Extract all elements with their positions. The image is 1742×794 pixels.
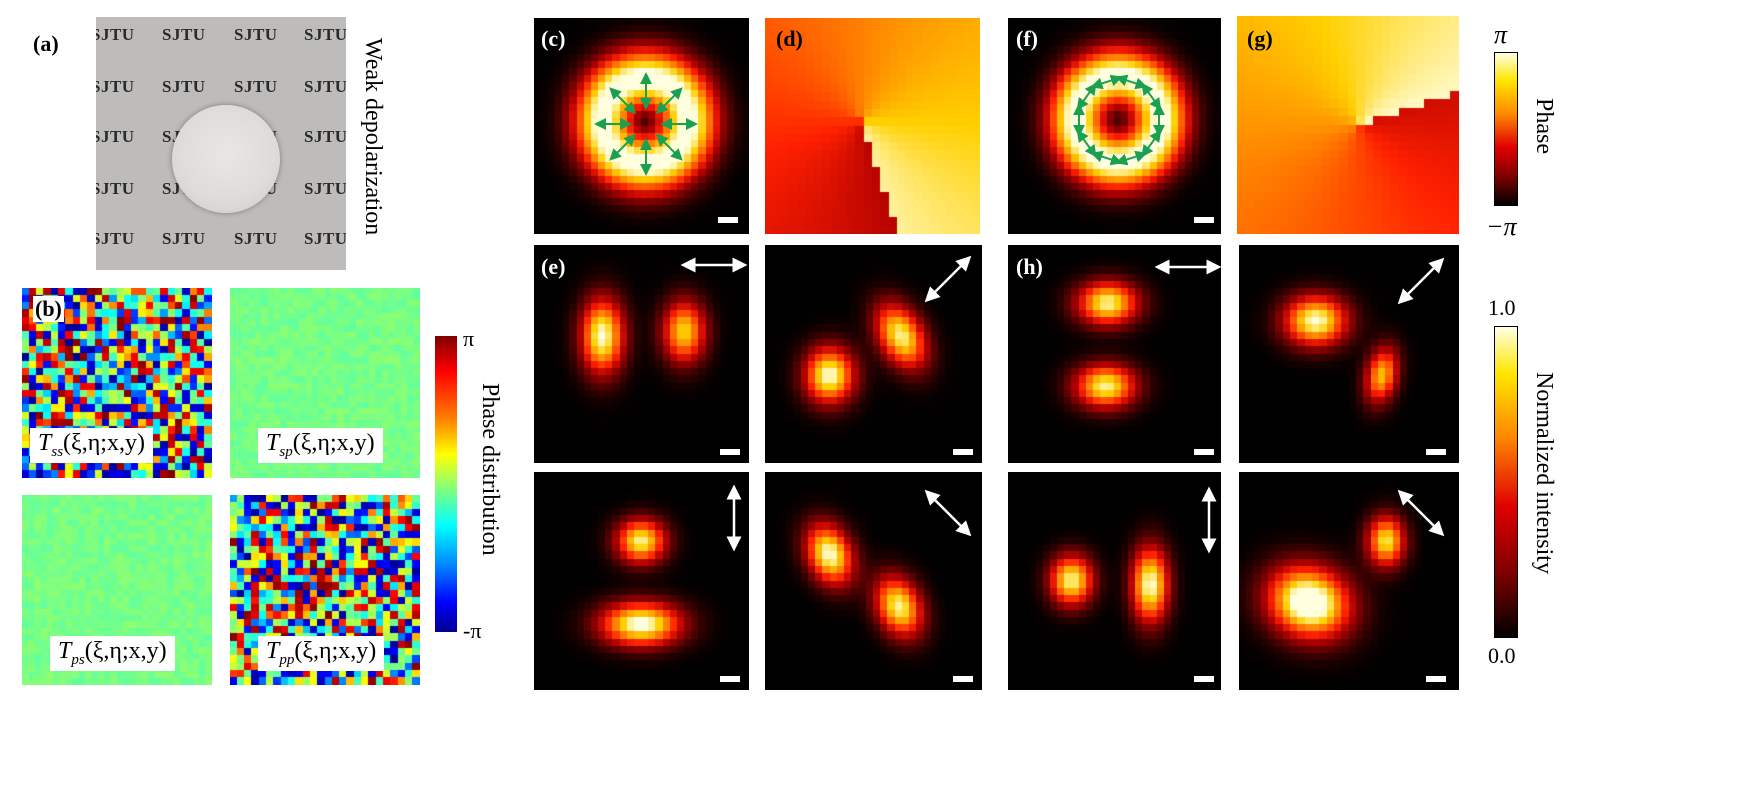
radial-arrow [609, 87, 637, 115]
panel-label-c: (c) [541, 26, 566, 51]
sjtu-watermark: SJTU [96, 179, 135, 198]
azimuthal-arrow [1141, 82, 1162, 111]
panel-label-a: (a) [33, 31, 59, 56]
azimuthal-arrow [1141, 129, 1162, 158]
intensity-colorbar [1494, 326, 1518, 638]
radial-arrow [655, 87, 683, 115]
radial-arrow [609, 133, 637, 161]
radial-arrow [655, 133, 683, 161]
depolarization-label: Weak depolarization [360, 38, 386, 236]
sjtu-watermark: SJTU [96, 127, 135, 146]
scale-bar-c [718, 217, 738, 223]
sjtu-watermark: SJTU [96, 25, 135, 44]
sjtu-watermark: SJTU [234, 25, 278, 44]
analyzer-antidiagonal-arrow [924, 489, 972, 537]
azimuthal-arrow [1090, 150, 1123, 166]
phase-colorbar-label: Phase [1531, 98, 1557, 154]
intensity-map-h-horizontal [1008, 245, 1221, 463]
analyzer-antidiagonal-arrow [1397, 489, 1445, 537]
sjtu-watermark: SJTU [304, 127, 346, 146]
intensity-map-e-horizontal [534, 245, 749, 463]
scale-bar-h1 [1194, 449, 1214, 455]
scale-bar-e2 [953, 449, 973, 455]
sjtu-watermark: SJTU [304, 179, 346, 198]
intensity-map-h-vertical [1008, 472, 1221, 690]
sjtu-watermark: SJTU [162, 77, 206, 96]
intensity-map-f [1008, 18, 1221, 234]
azimuthal-arrow [1115, 74, 1148, 90]
scale-bar-h4 [1426, 676, 1446, 682]
analyzer-diagonal-arrow [1397, 257, 1445, 305]
panel-label-f: (f) [1016, 26, 1038, 51]
azimuthal-arrow [1076, 82, 1097, 111]
jet-colorbar [435, 336, 457, 632]
intensity-map-e-vertical [534, 472, 749, 690]
radial-polarization-arrows [594, 72, 698, 176]
sjtu-watermark: SJTU [162, 229, 206, 248]
sample-photo: SJTU SJTU SJTU SJTU SJTU SJTU SJTU SJTU SJTU SJTU… [96, 17, 346, 270]
jet-colorbar-min: -π [463, 618, 482, 643]
formula-tps: Tps(ξ,η;x,y) [50, 636, 175, 671]
azimuthal-arrow [1090, 74, 1123, 90]
phase-colorbar [1494, 52, 1518, 206]
panel-label-e: (e) [541, 254, 566, 279]
formula-tpp: Tpp(ξ,η;x,y) [258, 636, 385, 671]
sjtu-watermark: SJTU [304, 229, 346, 248]
panel-label-h: (h) [1016, 254, 1043, 279]
sjtu-watermark: SJTU [96, 77, 135, 96]
intensity-colorbar-max: 1.0 [1488, 295, 1516, 320]
scale-bar-h3 [1194, 676, 1214, 682]
sjtu-watermark: SJTU [234, 77, 278, 96]
azimuthal-polarization-arrows [1073, 74, 1165, 166]
sjtu-watermark: SJTU [234, 229, 278, 248]
sjtu-watermark: SJTU [96, 229, 135, 248]
sjtu-watermark: SJTU [304, 25, 346, 44]
formula-tsp: Tsp(ξ,η;x,y) [258, 428, 383, 463]
phase-map-g [1237, 16, 1459, 234]
jet-colorbar-max: π [463, 326, 475, 351]
scale-bar-e3 [720, 676, 740, 682]
scale-bar-f [1194, 217, 1214, 223]
scale-bar-e4 [953, 676, 973, 682]
formula-tss: Tss(ξ,η;x,y) [30, 428, 153, 463]
phase-colorbar-max: π [1494, 20, 1508, 49]
panel-label-d: (d) [776, 26, 803, 51]
scattering-medium-disc [172, 105, 280, 213]
analyzer-diagonal-arrow [924, 255, 972, 303]
panel-label-b: (b) [33, 296, 64, 322]
jet-colorbar-label: Phase distribution [477, 383, 503, 556]
panel-label-g: (g) [1247, 26, 1273, 51]
sjtu-watermark: SJTU [162, 25, 206, 44]
phase-colorbar-min: −π [1486, 212, 1517, 241]
intensity-colorbar-min: 0.0 [1488, 643, 1516, 668]
azimuthal-arrow [1115, 150, 1148, 166]
scale-bar-h2 [1426, 449, 1446, 455]
phase-map-d [765, 18, 980, 234]
azimuthal-arrow [1076, 129, 1097, 158]
analyzer-arrows [680, 255, 1445, 554]
intensity-map-c [534, 18, 749, 234]
sjtu-watermark: SJTU [304, 77, 346, 96]
scale-bar-e1 [720, 449, 740, 455]
intensity-colorbar-label: Normalized intensity [1531, 372, 1557, 574]
